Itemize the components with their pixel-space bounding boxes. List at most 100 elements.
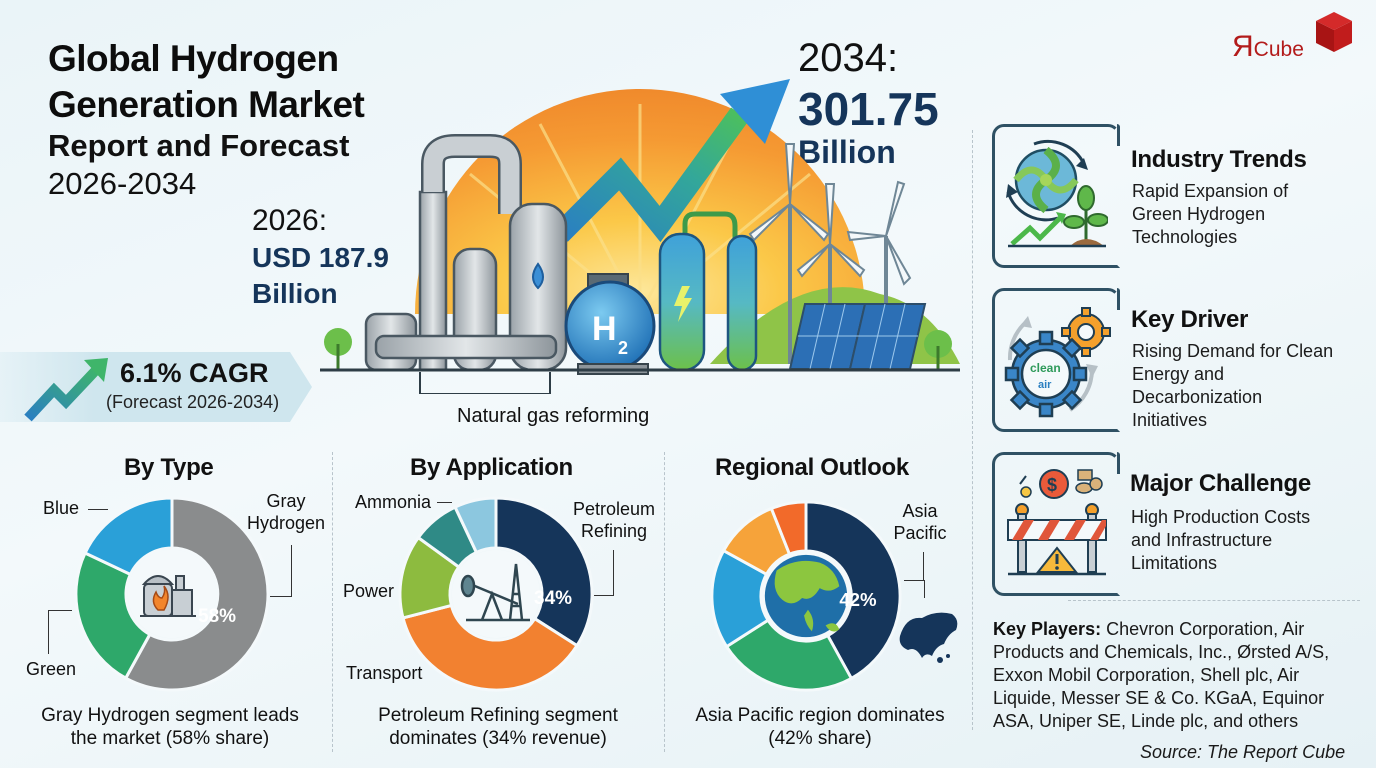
hero-caption: Natural gas reforming	[457, 405, 650, 427]
caption-line: Asia Pacific region dominates	[695, 705, 945, 726]
industry-trends-icon-frame	[992, 124, 1120, 268]
regional-outlook-title: Regional Outlook	[715, 454, 909, 481]
desc-line: Initiatives	[1132, 410, 1208, 430]
regional-donut-chart: 42%	[710, 500, 902, 692]
clean-air-gear-icon: clean air	[1004, 307, 1111, 418]
roadblock-cost-icon: $	[1007, 469, 1107, 576]
industry-trends-description: Rapid Expansion of Green Hydrogen Techno…	[1132, 180, 1288, 249]
cagr-period: (Forecast 2026-2034)	[106, 392, 280, 412]
segment-blue	[83, 496, 174, 577]
leader-line	[48, 610, 72, 654]
desc-line: Decarbonization	[1132, 387, 1263, 407]
asia-map-icon	[899, 612, 958, 663]
label-ammonia: Ammonia	[355, 492, 432, 512]
segment-gray-hydrogen	[123, 496, 270, 692]
desc-line: Rising Demand for Clean	[1132, 341, 1334, 361]
title-line-2: Generation Market	[48, 84, 365, 125]
hydrogen-plant-illustration: H 2	[320, 79, 960, 394]
label-line: Petroleum	[572, 499, 656, 519]
key-players: Key Players: Chevron Corporation, Air Pr…	[993, 618, 1363, 733]
desc-line: Limitations	[1131, 553, 1218, 573]
caption-line: (42% share)	[768, 728, 872, 749]
segment-ammonia	[453, 496, 498, 555]
by-application-percentage: 34%	[534, 588, 572, 609]
divider	[664, 452, 665, 752]
industry-trends-title: Industry Trends	[1131, 146, 1307, 173]
cube-icon	[1316, 12, 1352, 52]
label-transport: Transport	[346, 663, 423, 683]
logo-letter: Я	[1232, 30, 1254, 63]
by-application-title: By Application	[410, 454, 573, 481]
label-line: Pacific	[893, 523, 947, 543]
desc-line: and Infrastructure	[1131, 530, 1273, 550]
market-2026-amount: USD 187.9	[252, 242, 389, 273]
desc-line: Green Hydrogen	[1132, 204, 1266, 224]
desc-line: High Production Costs	[1131, 507, 1311, 527]
key-players-list: Chevron Corporation, Air Products and Ch…	[993, 619, 1330, 731]
oil-pumpjack-icon	[460, 563, 530, 622]
leader-line	[594, 550, 614, 596]
market-2034-amount: 301.75	[798, 83, 939, 135]
major-challenge-icon-frame	[992, 452, 1120, 596]
major-challenge-title: Major Challenge	[1130, 470, 1311, 497]
cagr-value: 6.1% CAGR	[120, 358, 269, 388]
segment-green-region	[724, 618, 854, 692]
logo-text: ЯCube	[1232, 30, 1304, 64]
caption-line: the market (58% share)	[70, 728, 270, 749]
by-application-donut-chart: 34%	[398, 496, 594, 692]
label-line: Gray	[266, 491, 306, 511]
divider	[332, 452, 333, 752]
key-driver-description: Rising Demand for Clean Energy and Decar…	[1132, 340, 1333, 432]
regional-caption: Asia Pacific region dominates (42% share…	[670, 704, 970, 750]
segment-petroleum-refining	[494, 496, 594, 648]
market-2026-value: USD 187.9 Billion	[252, 240, 389, 312]
dollar-icon: $	[1047, 475, 1057, 495]
major-challenge-description: High Production Costs and Infrastructure…	[1131, 506, 1310, 575]
globe-icon	[764, 554, 848, 638]
segment-green	[74, 551, 152, 681]
caption-line: Petroleum Refining segment	[378, 705, 618, 726]
rcube-logo: ЯCube	[1232, 12, 1362, 72]
by-type-donut-chart: 58%	[74, 496, 270, 692]
regional-percentage: 42%	[839, 589, 877, 610]
caption-line: dominates (34% revenue)	[389, 728, 607, 749]
logo-word: Cube	[1253, 38, 1304, 61]
label-power: Power	[343, 581, 395, 601]
market-2034-unit: Billion	[798, 134, 896, 170]
desc-line: Technologies	[1132, 227, 1238, 247]
segment-transport	[401, 603, 580, 692]
clean-text: clean	[1030, 361, 1061, 375]
growth-arrow-icon	[24, 358, 108, 422]
page-subtitle: Report and Forecast	[48, 128, 350, 163]
source-credit: Source: The Report Cube	[1140, 742, 1346, 762]
label-line: Asia	[902, 501, 938, 521]
leader-line	[904, 552, 924, 580]
market-2026-year: 2026:	[252, 204, 328, 237]
by-type-caption: Gray Hydrogen segment leads the market (…	[10, 704, 330, 750]
leader-line	[904, 580, 924, 581]
market-2034-year: 2034:	[798, 36, 899, 80]
label-gray-hydrogen: Gray Hydrogen	[246, 490, 326, 534]
leader-line	[270, 545, 292, 597]
label-blue: Blue	[43, 498, 80, 518]
h2-label: H	[592, 310, 617, 348]
label-asia-pacific: Asia Pacific	[890, 500, 950, 544]
page-title: Global Hydrogen Generation Market	[48, 36, 365, 128]
label-line: Refining	[580, 521, 648, 541]
leader-line	[924, 580, 925, 598]
label-petroleum-refining: Petroleum Refining	[566, 498, 662, 542]
segment-asia-pacific	[804, 500, 902, 681]
by-application-caption: Petroleum Refining segment dominates (34…	[338, 704, 658, 750]
by-type-title: By Type	[124, 454, 214, 481]
market-2026-unit: Billion	[252, 278, 338, 309]
by-type-percentage: 58%	[198, 606, 236, 627]
flame-icon	[532, 262, 544, 290]
divider	[972, 130, 973, 730]
title-line-1: Global Hydrogen	[48, 38, 339, 79]
leader-line	[88, 509, 108, 510]
forecast-years: 2026-2034	[48, 166, 197, 201]
desc-line: Rapid Expansion of	[1132, 181, 1289, 201]
green-energy-growth-icon	[1006, 139, 1108, 248]
desc-line: Energy and	[1132, 364, 1225, 384]
label-line: Hydrogen	[246, 513, 326, 533]
